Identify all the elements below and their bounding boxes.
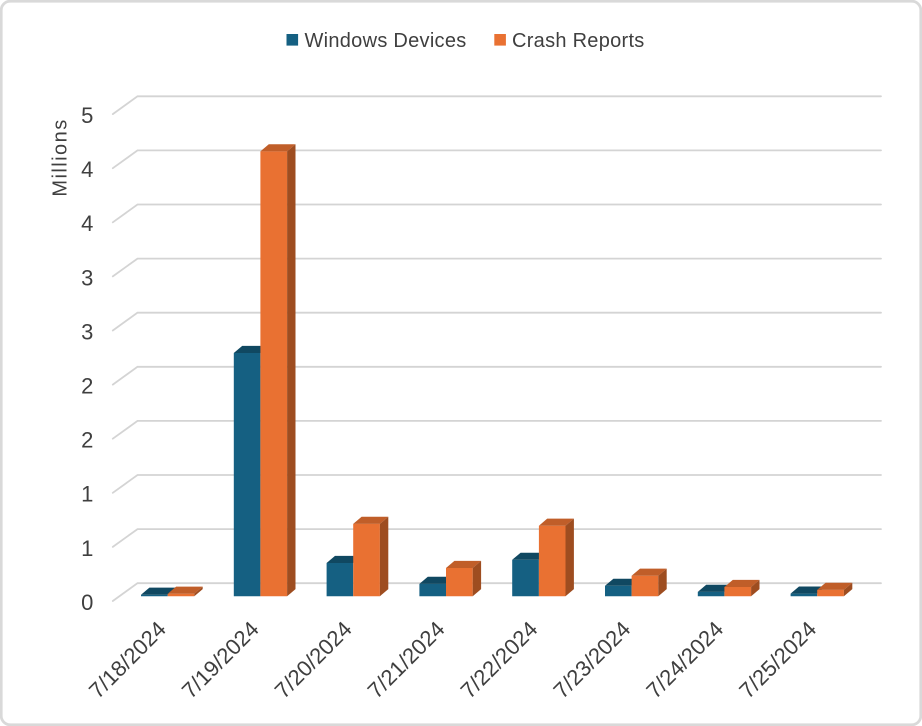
svg-text:1: 1 xyxy=(81,536,93,561)
svg-text:5: 5 xyxy=(81,103,93,128)
svg-text:Windows Devices: Windows Devices xyxy=(305,30,467,52)
svg-text:2: 2 xyxy=(81,374,93,399)
svg-text:Crash Reports: Crash Reports xyxy=(512,30,645,52)
svg-text:4: 4 xyxy=(81,211,93,236)
svg-text:0: 0 xyxy=(81,590,93,615)
svg-text:4: 4 xyxy=(81,157,93,182)
svg-text:3: 3 xyxy=(81,265,93,290)
svg-text:Millions: Millions xyxy=(50,118,72,196)
svg-text:1: 1 xyxy=(81,482,93,507)
svg-text:3: 3 xyxy=(81,319,93,344)
svg-text:2: 2 xyxy=(81,428,93,453)
